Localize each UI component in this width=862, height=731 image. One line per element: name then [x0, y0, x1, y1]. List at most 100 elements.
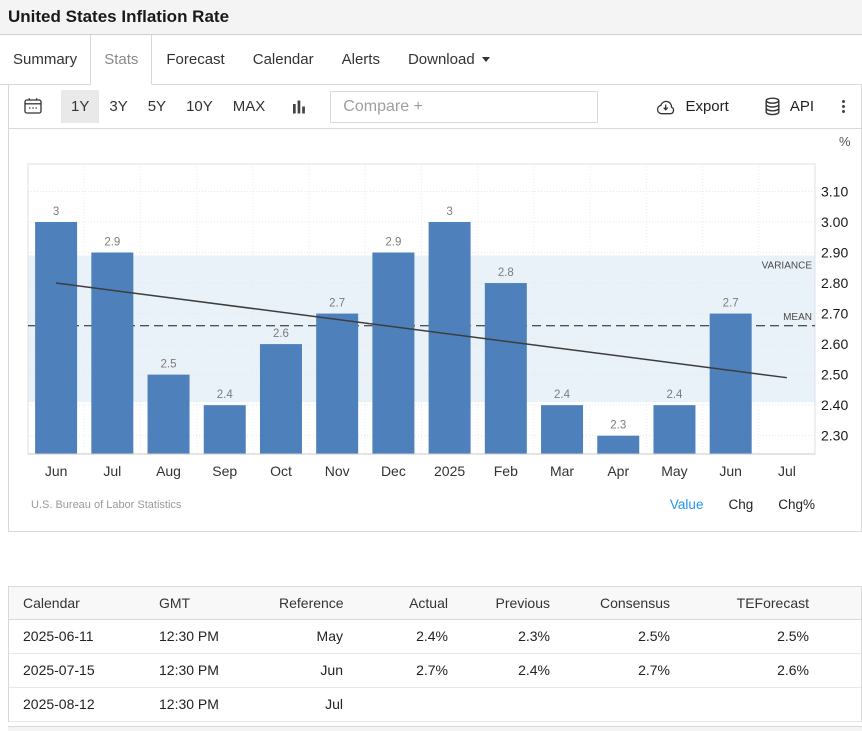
table-row[interactable]: 2025-08-1212:30 PMJul — [9, 687, 861, 721]
bar-value-label: 2.3 — [610, 420, 626, 432]
chart-bar — [204, 405, 246, 454]
table-cell: 2.3% — [448, 619, 550, 653]
column-header-calendar: Calendar — [9, 587, 159, 619]
y-axis-tick: 2.70 — [821, 306, 848, 322]
tab-calendar[interactable]: Calendar — [239, 35, 328, 84]
kebab-menu-icon[interactable] — [842, 100, 845, 113]
x-axis-label: Dec — [381, 463, 406, 479]
column-header-actual: Actual — [343, 587, 448, 619]
y-axis-tick: 2.90 — [821, 245, 848, 261]
y-axis-tick: 2.80 — [821, 275, 848, 291]
table-cell — [670, 687, 809, 721]
table-cell: 2.6% — [670, 653, 809, 687]
x-axis-label: Jun — [719, 463, 742, 479]
bar-value-label: 2.5 — [161, 359, 177, 371]
table-cell: 2.5% — [670, 619, 809, 653]
legend-chg[interactable]: Chg — [728, 497, 753, 512]
x-axis-label: Feb — [494, 463, 518, 479]
x-axis-label: 2025 — [434, 463, 465, 479]
table-cell: Jul — [279, 687, 343, 721]
x-axis-label: Mar — [550, 463, 574, 479]
tab-alerts[interactable]: Alerts — [328, 35, 394, 84]
table-cell: 2025-07-15 — [9, 653, 159, 687]
bar-value-label: 3 — [53, 206, 59, 218]
api-button[interactable]: API — [763, 97, 814, 116]
range-10y[interactable]: 10Y — [176, 90, 223, 123]
tab-forecast[interactable]: Forecast — [152, 35, 238, 84]
table-cell: 12:30 PM — [159, 687, 279, 721]
bar-value-label: 3 — [446, 206, 452, 218]
chart-bar — [541, 405, 583, 454]
chart-bar — [35, 222, 77, 454]
table-cell — [448, 687, 550, 721]
tab-stats[interactable]: Stats — [91, 35, 152, 85]
calendar-table: CalendarGMTReferenceActualPreviousConsen… — [9, 587, 861, 722]
table-cell: 2025-06-11 — [9, 619, 159, 653]
spacer — [0, 532, 862, 586]
bar-value-label: 2.7 — [723, 298, 739, 310]
chart-bar — [148, 375, 190, 454]
table-cell: 2025-08-12 — [9, 687, 159, 721]
x-axis-label: Oct — [270, 463, 292, 479]
page-title: United States Inflation Rate — [8, 7, 229, 27]
chart-bar — [710, 314, 752, 454]
bar-value-label: 2.4 — [217, 389, 234, 401]
export-label: Export — [685, 98, 728, 115]
compare-input[interactable] — [330, 91, 598, 123]
caret-down-icon — [482, 57, 490, 62]
table-cell: 12:30 PM — [159, 653, 279, 687]
bar-value-label: 2.9 — [385, 237, 401, 249]
column-header-previous: Previous — [448, 587, 550, 619]
page-header: United States Inflation Rate — [0, 0, 862, 35]
table-row[interactable]: 2025-06-1112:30 PMMay2.4%2.3%2.5%2.5% — [9, 619, 861, 653]
api-label: API — [790, 98, 814, 115]
chart-bar — [260, 344, 302, 454]
chart-area: 2.302.402.502.602.702.802.903.003.10%32.… — [9, 129, 861, 531]
legend-chgpct[interactable]: Chg% — [778, 497, 815, 512]
y-axis-tick: 2.40 — [821, 397, 848, 413]
column-header-teforecast: TEForecast — [670, 587, 809, 619]
table-cell: Jun — [279, 653, 343, 687]
range-1y[interactable]: 1Y — [61, 90, 99, 123]
bar-value-label: 2.8 — [498, 267, 514, 279]
calendar-table-card: CalendarGMTReferenceActualPreviousConsen… — [8, 586, 862, 722]
table-cell: 2.7% — [343, 653, 448, 687]
next-section-partial — [8, 726, 862, 731]
column-chart-icon[interactable] — [293, 99, 306, 114]
y-axis-tick: 2.50 — [821, 367, 848, 383]
calendar-icon[interactable] — [9, 97, 57, 116]
chart-plot[interactable]: 2.302.402.502.602.702.802.903.003.10%32.… — [9, 129, 861, 487]
chart-bar — [429, 222, 471, 454]
bar-value-label: 2.6 — [273, 328, 289, 340]
table-cell: 2.7% — [550, 653, 670, 687]
table-cell: 2.5% — [550, 619, 670, 653]
y-axis-tick: 2.30 — [821, 428, 848, 444]
y-axis-tick: 3.10 — [821, 183, 848, 199]
column-header-reference: Reference — [279, 587, 343, 619]
range-3y[interactable]: 3Y — [99, 90, 137, 123]
bar-value-label: 2.7 — [329, 298, 345, 310]
table-cell — [343, 687, 448, 721]
range-max[interactable]: MAX — [223, 90, 276, 123]
export-button[interactable]: Export — [653, 98, 728, 115]
range-5y[interactable]: 5Y — [138, 90, 176, 123]
unit-label: % — [839, 134, 851, 149]
chart-source: U.S. Bureau of Labor Statistics — [31, 499, 181, 511]
column-header-consensus: Consensus — [550, 587, 670, 619]
tab-download[interactable]: Download — [394, 35, 504, 84]
tab-bar: SummaryStatsForecastCalendarAlertsDownlo… — [0, 35, 862, 85]
y-axis-tick: 2.60 — [821, 336, 848, 352]
x-axis-label: Sep — [212, 463, 237, 479]
x-axis-label: Jul — [103, 463, 121, 479]
chart-bar — [597, 436, 639, 454]
chart-bar — [91, 253, 133, 454]
chart-toolbar: 1Y3Y5Y10YMAX Export API — [9, 85, 861, 129]
x-axis-label: Nov — [325, 463, 350, 479]
chart-bar — [316, 314, 358, 454]
table-row[interactable]: 2025-07-1512:30 PMJun2.7%2.4%2.7%2.6% — [9, 653, 861, 687]
stats-panel: 1Y3Y5Y10YMAX Export API — [8, 85, 862, 532]
chart-bar — [485, 283, 527, 454]
tab-summary[interactable]: Summary — [0, 35, 91, 84]
database-icon — [763, 97, 782, 116]
legend-value[interactable]: Value — [670, 497, 704, 512]
